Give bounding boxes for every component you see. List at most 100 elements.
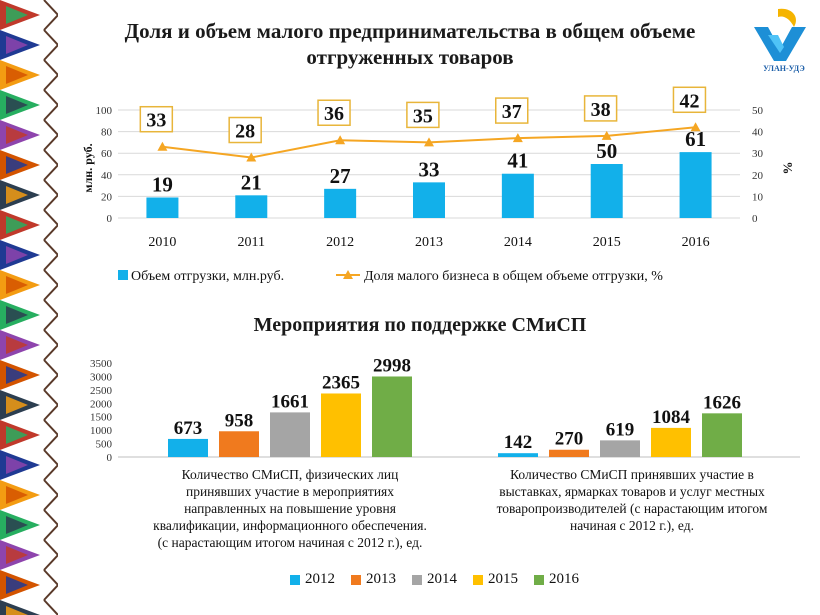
- category-label-line: направленных на повышение уровня: [184, 501, 396, 516]
- x-tick-label: 2016: [682, 235, 710, 250]
- logo-text: УЛАН-УДЭ: [763, 64, 805, 73]
- y-tick-label: 2000: [90, 398, 113, 410]
- bar-value-label: 50: [596, 139, 617, 163]
- line-value-label: 33: [146, 110, 166, 132]
- y-tick-label: 1000: [90, 425, 113, 437]
- y-axis-label: млн. руб.: [81, 143, 95, 192]
- bar-value-label: 27: [330, 164, 351, 188]
- y2-tick-label: 0: [752, 213, 758, 225]
- category-label-line: выставках, ярмарках товаров и услуг мест…: [499, 484, 765, 499]
- legend-item: 2016: [534, 571, 579, 588]
- line-label-box: [139, 105, 174, 133]
- y2-axis-label: %: [780, 162, 795, 175]
- chart2-title: Мероприятия по поддержке СМиСП: [253, 314, 587, 336]
- x-tick-label: 2014: [504, 235, 532, 250]
- bar-value-label: 1084: [652, 407, 691, 428]
- y-tick-label: 20: [101, 191, 113, 203]
- legend-item: 2014: [412, 571, 457, 588]
- bar: [549, 449, 589, 457]
- legend-swatch: [534, 574, 544, 585]
- y-tick-label: 0: [107, 213, 113, 225]
- bar: [324, 188, 357, 218]
- x-tick-label: 2010: [148, 235, 176, 250]
- legend-label: 2012: [305, 571, 335, 587]
- legend-bar-swatch: [118, 270, 128, 280]
- ornamental-border: [0, 0, 58, 615]
- line-marker: [246, 152, 257, 162]
- bar: [679, 152, 712, 218]
- y-tick-label: 60: [101, 148, 113, 160]
- bar: [651, 427, 691, 457]
- legend-swatch: [351, 574, 361, 585]
- y-tick-label: 100: [96, 105, 113, 117]
- line-value-label: 42: [679, 90, 699, 112]
- line-label-box: [228, 116, 262, 144]
- line-marker: [601, 130, 612, 140]
- line-label-box: [494, 97, 529, 124]
- chart2-legend: 2012 2013 2014 2015 2016: [290, 571, 579, 588]
- y2-tick-label: 20: [752, 170, 764, 182]
- category-label-line: принявших участие в мероприятиях: [185, 484, 395, 499]
- category-label-line: квалификации, информационного обеспечени…: [153, 518, 427, 533]
- bar: [168, 438, 208, 457]
- line-label-box: [672, 86, 707, 114]
- bar: [413, 182, 445, 218]
- bar-value-label: 19: [152, 172, 173, 196]
- legend-item: 2015: [473, 571, 518, 588]
- bar: [235, 195, 268, 218]
- bar: [501, 173, 534, 218]
- city-logo: УЛАН-УДЭ: [748, 5, 820, 75]
- bar-value-label: 1661: [271, 391, 309, 412]
- bar-value-label: 673: [174, 418, 203, 439]
- legend-bar-label: Объем отгрузки, млн.руб.: [131, 269, 284, 284]
- legend-line-label: Доля малого бизнеса в общем объеме отгру…: [364, 269, 663, 284]
- legend-item: 2012: [290, 571, 335, 588]
- bar-value-label: 1626: [703, 392, 741, 413]
- chart1-title: Доля и объем малого предпринимательства …: [124, 19, 696, 69]
- line-label-box: [406, 101, 440, 129]
- y2-tick-label: 30: [752, 148, 764, 160]
- y-tick-label: 0: [107, 452, 113, 464]
- y-tick-label: 3000: [90, 371, 113, 383]
- legend-label: 2013: [366, 571, 396, 587]
- line-value-label: 28: [235, 121, 255, 143]
- line-value-label: 37: [502, 101, 522, 123]
- category-label-line: товаропроизводителей (с нарастающим итог…: [496, 501, 768, 516]
- bar: [702, 413, 742, 457]
- legend-label: 2014: [427, 571, 457, 587]
- bar-value-label: 21: [241, 170, 262, 194]
- category-label-line: начиная с 2012 г.), ед.: [570, 518, 694, 533]
- category-label-2: Количество СМиСП принявших участие в выст…: [460, 466, 804, 534]
- bar-value-label: 619: [606, 419, 635, 440]
- y-tick-label: 500: [96, 439, 113, 451]
- x-tick-label: 2011: [238, 235, 265, 250]
- bar-value-label: 958: [225, 410, 254, 431]
- y2-tick-label: 50: [752, 105, 764, 117]
- line-marker: [512, 133, 523, 143]
- legend-label: 2016: [549, 571, 579, 587]
- line-marker: [335, 135, 346, 145]
- bar: [590, 164, 623, 218]
- y2-tick-label: 40: [752, 127, 764, 139]
- y-tick-label: 40: [101, 170, 113, 182]
- line-marker: [424, 137, 434, 147]
- category-label-line: Количество СМиСП, физических лиц: [181, 467, 399, 482]
- logo-emblem-icon: УЛАН-УДЭ: [754, 8, 806, 73]
- legend-line-marker: [343, 270, 353, 279]
- bar-value-label: 41: [507, 149, 528, 173]
- bar-value-label: 2998: [373, 355, 411, 376]
- bar: [372, 376, 412, 457]
- bar: [146, 197, 179, 218]
- bar: [600, 440, 640, 457]
- bar: [219, 431, 259, 457]
- line-label-box: [317, 99, 351, 126]
- line-value-label: 38: [591, 99, 611, 121]
- x-tick-label: 2013: [415, 235, 443, 250]
- category-label-1: Количество СМиСП, физических лиц принявши…: [118, 466, 462, 551]
- y-tick-label: 3500: [90, 358, 113, 370]
- y2-tick-label: 10: [752, 191, 764, 203]
- bar-value-label: 61: [685, 127, 706, 151]
- bar-value-label: 2365: [322, 372, 360, 393]
- legend-label: 2015: [488, 571, 518, 587]
